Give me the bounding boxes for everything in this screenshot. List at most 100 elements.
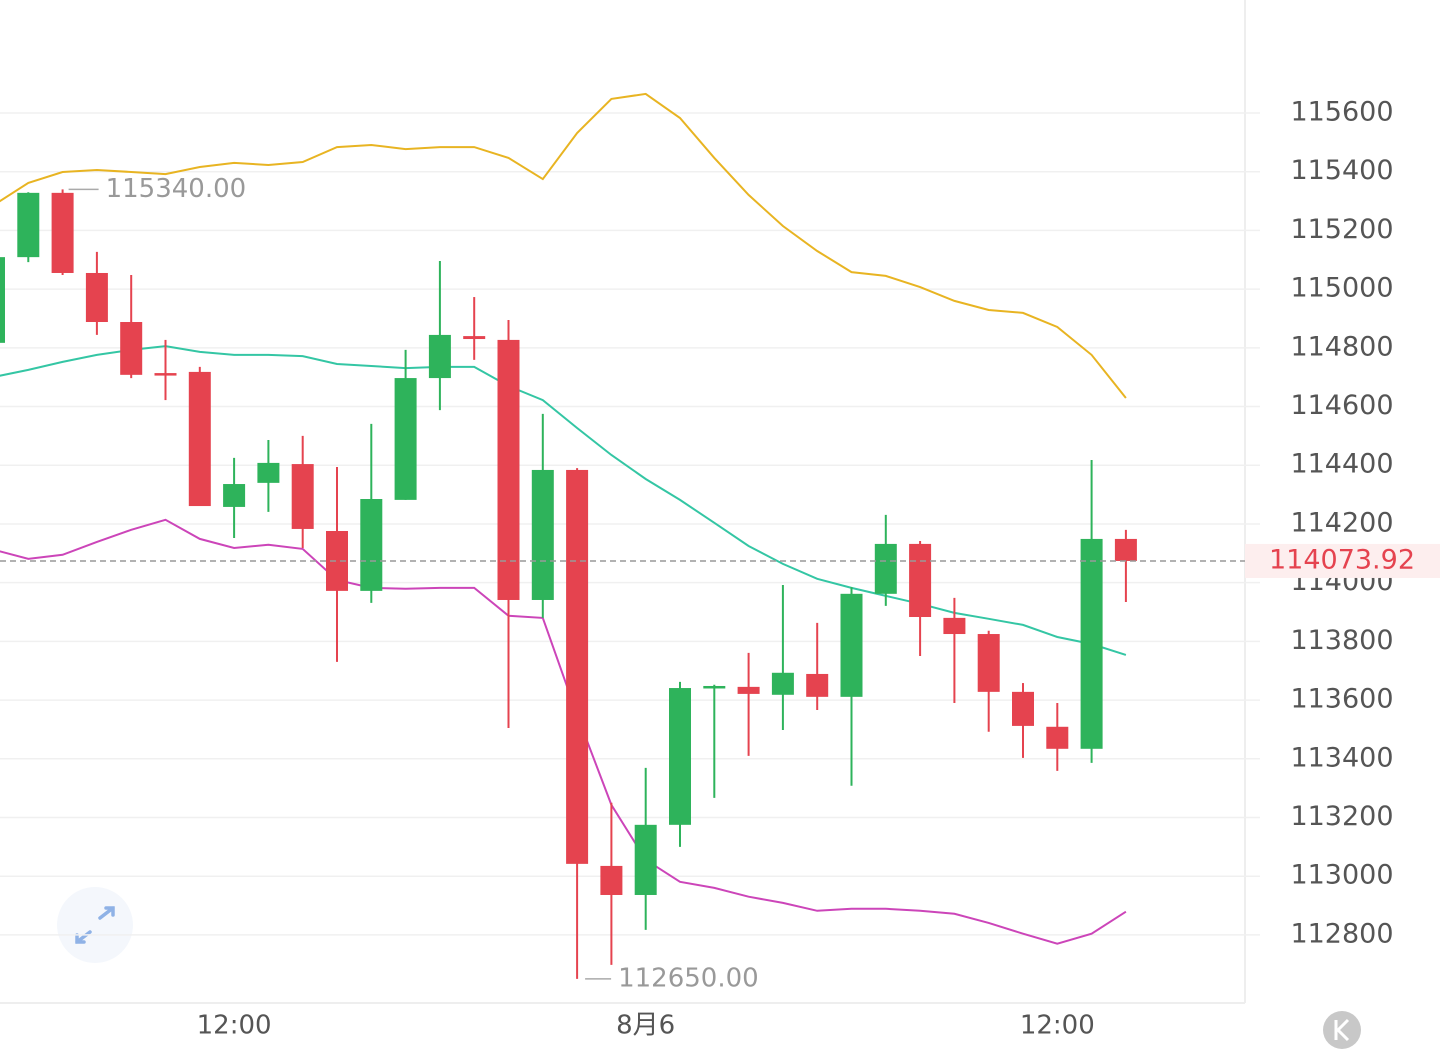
k-button[interactable]	[1323, 1011, 1361, 1049]
candle	[188, 366, 211, 507]
y-tick-label: 115000	[1290, 273, 1393, 304]
last-price-label: 114073.92	[1269, 544, 1415, 575]
candle	[394, 349, 417, 500]
candle-body	[771, 672, 794, 695]
candle	[703, 684, 726, 798]
candle-body	[51, 192, 74, 273]
band-line	[0, 92, 1127, 399]
candle	[120, 275, 143, 379]
candle-body	[634, 824, 657, 895]
candle-body	[737, 686, 760, 694]
grid	[0, 112, 1260, 936]
candle-body	[1012, 691, 1034, 726]
candle-body	[566, 469, 589, 864]
candle-body	[120, 322, 143, 375]
candle	[531, 413, 554, 618]
y-tick-label: 115600	[1290, 97, 1393, 128]
candle	[154, 339, 177, 401]
candle	[840, 587, 863, 786]
y-tick-label: 114200	[1290, 507, 1393, 538]
candle	[566, 468, 589, 979]
candle-body	[909, 543, 932, 618]
candle-body	[257, 462, 280, 483]
plot	[0, 92, 1137, 979]
candle	[17, 192, 40, 263]
expand-button-bg[interactable]	[57, 887, 133, 963]
candle-body	[326, 531, 348, 591]
expand-icon[interactable]	[75, 906, 115, 944]
candle-body	[223, 484, 246, 507]
candle-body	[1114, 538, 1137, 561]
y-tick-label: 113400	[1290, 742, 1393, 773]
last-price-box	[1245, 543, 1440, 578]
x-tick-label: 8月6	[616, 1011, 675, 1041]
candle	[291, 435, 314, 549]
y-tick-label: 113200	[1290, 801, 1393, 832]
candle-body	[394, 378, 417, 500]
y-tick-label: 114400	[1290, 449, 1393, 480]
candle	[737, 652, 760, 756]
candle-body	[428, 334, 451, 379]
candle	[1012, 683, 1034, 758]
y-tick-label: 115400	[1290, 155, 1393, 186]
candle	[428, 260, 451, 411]
candle-body	[1046, 726, 1069, 749]
candle	[806, 622, 829, 711]
candle-body	[1080, 538, 1103, 749]
y-tick-label: 113800	[1290, 625, 1393, 656]
candle	[1114, 529, 1137, 603]
candle-body	[531, 469, 554, 600]
candle-body	[188, 371, 211, 507]
candle-body	[154, 373, 177, 376]
y-tick-label: 113600	[1290, 684, 1393, 715]
candle	[1046, 703, 1069, 771]
candle	[909, 540, 932, 657]
candle	[51, 189, 74, 276]
k-icon[interactable]	[1334, 1018, 1350, 1042]
k-button-bg[interactable]	[1323, 1011, 1361, 1049]
candle	[360, 423, 383, 603]
candle-body	[291, 464, 314, 529]
max-label: 115340.00	[106, 174, 247, 204]
candle	[771, 585, 794, 731]
candle-body	[669, 688, 691, 825]
candle	[463, 297, 486, 360]
y-tick-label: 113000	[1290, 860, 1393, 891]
x-tick-label: 12:00	[197, 1011, 272, 1041]
candle	[0, 257, 5, 343]
candle-body	[840, 593, 863, 697]
candle	[326, 467, 348, 662]
candle	[634, 767, 657, 930]
expand-button[interactable]	[57, 887, 133, 963]
y-tick-label: 112800	[1290, 918, 1393, 949]
candle	[669, 681, 691, 847]
candle-body	[703, 685, 726, 689]
candle-body	[497, 339, 520, 600]
candle	[85, 251, 108, 335]
candle-body	[360, 499, 383, 591]
candle-body	[943, 617, 966, 635]
candle-body	[977, 634, 1000, 692]
candle	[223, 457, 246, 539]
y-tick-label: 115200	[1290, 214, 1393, 245]
x-tick-label: 12:00	[1020, 1011, 1095, 1041]
candle	[1080, 459, 1103, 763]
candle-body	[85, 272, 108, 323]
candle-body	[463, 336, 486, 340]
candle-body	[600, 865, 623, 895]
candle	[977, 630, 1000, 732]
candle	[257, 440, 280, 512]
band-line	[0, 345, 1127, 656]
candle-body	[0, 257, 5, 343]
y-tick-label: 114800	[1290, 331, 1393, 362]
band-line	[0, 518, 1127, 945]
candle	[943, 597, 966, 704]
candle	[600, 802, 623, 965]
candle-body	[17, 192, 40, 258]
candle	[497, 319, 520, 728]
min-label: 112650.00	[618, 963, 759, 993]
candle-body	[806, 673, 829, 697]
candle-body	[874, 543, 897, 594]
